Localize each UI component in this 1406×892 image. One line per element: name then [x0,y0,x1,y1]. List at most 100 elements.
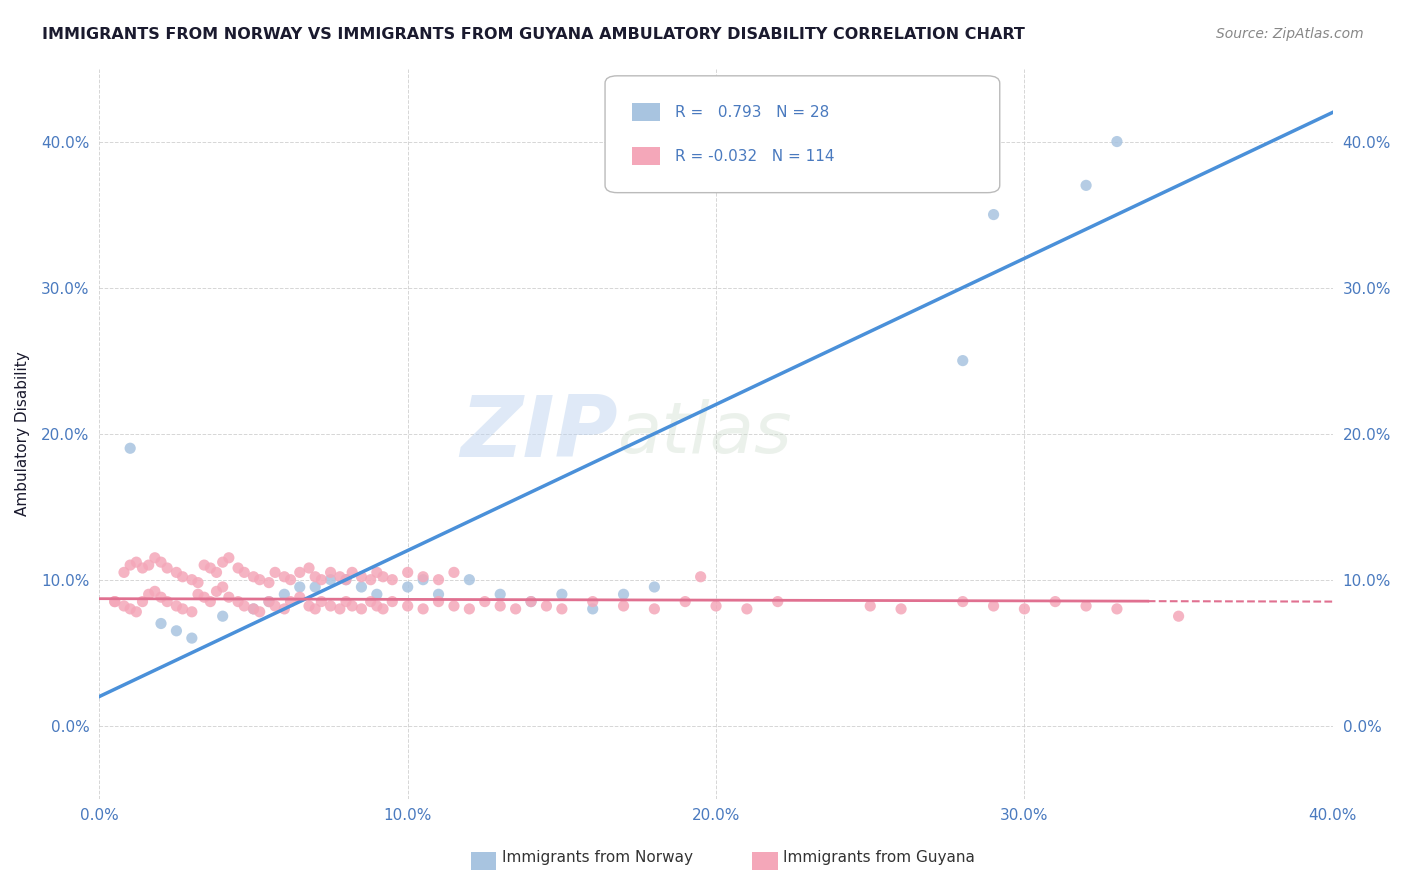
Point [104,594,127,608]
Point [1074,599,1097,613]
Point [371,570,394,584]
Point [396,566,419,580]
Point [242,602,264,616]
Point [226,594,249,608]
Point [125,605,148,619]
Text: Immigrants from Guyana: Immigrants from Guyana [783,850,974,864]
Point [298,561,321,575]
Point [536,599,558,613]
Point [257,594,280,608]
Point [226,561,249,575]
Point [165,624,187,638]
Point [200,561,222,575]
Point [371,602,394,616]
Point [952,353,974,368]
Point [319,566,342,580]
Point [612,587,634,601]
Point [582,594,605,608]
Point [381,573,404,587]
Point [582,602,605,616]
Point [443,566,465,580]
Point [138,587,160,601]
Point [412,573,434,587]
Point [257,575,280,590]
Point [443,599,465,613]
Point [131,561,153,575]
Point [280,573,302,587]
Point [273,602,295,616]
Point [104,594,127,608]
Point [280,594,302,608]
Point [329,602,352,616]
Point [360,573,382,587]
Text: atlas: atlas [617,399,792,468]
Point [458,602,481,616]
Point [474,594,496,608]
Point [180,605,202,619]
Point [412,570,434,584]
Point [551,602,574,616]
Point [165,566,187,580]
Point [257,594,280,608]
Point [233,566,256,580]
Point [156,561,179,575]
Point [551,587,574,601]
Point [381,594,404,608]
Point [180,631,202,645]
Point [264,599,287,613]
Point [143,584,166,599]
Point [288,580,311,594]
Point [112,566,135,580]
Y-axis label: Ambulatory Disability: Ambulatory Disability [15,351,30,516]
Point [172,602,194,616]
Point [427,587,450,601]
Point [319,573,342,587]
Point [366,566,388,580]
Point [489,587,512,601]
Point [193,591,215,605]
Point [319,599,342,613]
Point [335,594,357,608]
Point [735,602,758,616]
Point [180,573,202,587]
Point [340,566,363,580]
Point [350,570,373,584]
Point [1074,178,1097,193]
Point [1045,594,1067,608]
Point [205,566,228,580]
Point [131,594,153,608]
Point [150,555,173,569]
Point [304,602,326,616]
Point [298,599,321,613]
Text: R =   0.793   N = 28: R = 0.793 N = 28 [675,105,830,120]
Point [150,591,173,605]
Point [288,591,311,605]
Text: IMMIGRANTS FROM NORWAY VS IMMIGRANTS FROM GUYANA AMBULATORY DISABILITY CORRELATI: IMMIGRANTS FROM NORWAY VS IMMIGRANTS FRO… [42,27,1025,42]
Point [350,602,373,616]
Point [120,442,142,456]
Point [643,602,665,616]
Point [335,573,357,587]
Point [366,587,388,601]
Point [412,602,434,616]
Point [218,550,240,565]
Point [396,599,419,613]
Point [288,566,311,580]
Point [273,570,295,584]
Point [890,602,912,616]
Point [165,599,187,613]
Point [120,602,142,616]
Point [156,594,179,608]
Point [1167,609,1189,624]
Point [458,573,481,587]
Point [427,573,450,587]
Point [505,602,527,616]
Point [304,580,326,594]
Point [689,570,711,584]
Point [1105,602,1128,616]
Point [612,599,634,613]
Point [704,599,727,613]
Point [242,570,264,584]
Point [489,599,512,613]
Point [520,594,543,608]
